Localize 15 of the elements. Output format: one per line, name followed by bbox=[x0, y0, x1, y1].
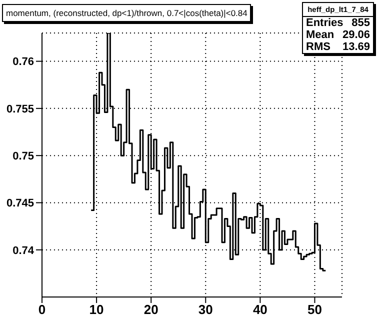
x-tick-label: 20 bbox=[144, 302, 158, 318]
x-tick-label: 40 bbox=[252, 302, 268, 318]
y-tick-label: 0.76 bbox=[12, 56, 34, 68]
x-tick-label: 50 bbox=[307, 302, 322, 318]
y-tick-label: 0.74 bbox=[12, 244, 35, 257]
y-tick-label: 0.745 bbox=[6, 198, 34, 210]
text: Entries 855 bbox=[306, 17, 370, 29]
annotation: Mean 29.06 bbox=[306, 29, 370, 41]
y-tick-label: 0.75 bbox=[12, 150, 34, 162]
chart-title: momentum, (reconstructed, dp<1)/thrown, 0.7<|cos(theta)|<0.84 bbox=[2, 4, 252, 22]
y-tick-label: 0.755 bbox=[6, 103, 34, 116]
x-tick-label: 0 bbox=[38, 302, 46, 318]
x-tick-label: 30 bbox=[198, 302, 213, 318]
x-tick-label: 10 bbox=[89, 302, 104, 318]
annotation: RMS 13.69 bbox=[306, 41, 370, 53]
